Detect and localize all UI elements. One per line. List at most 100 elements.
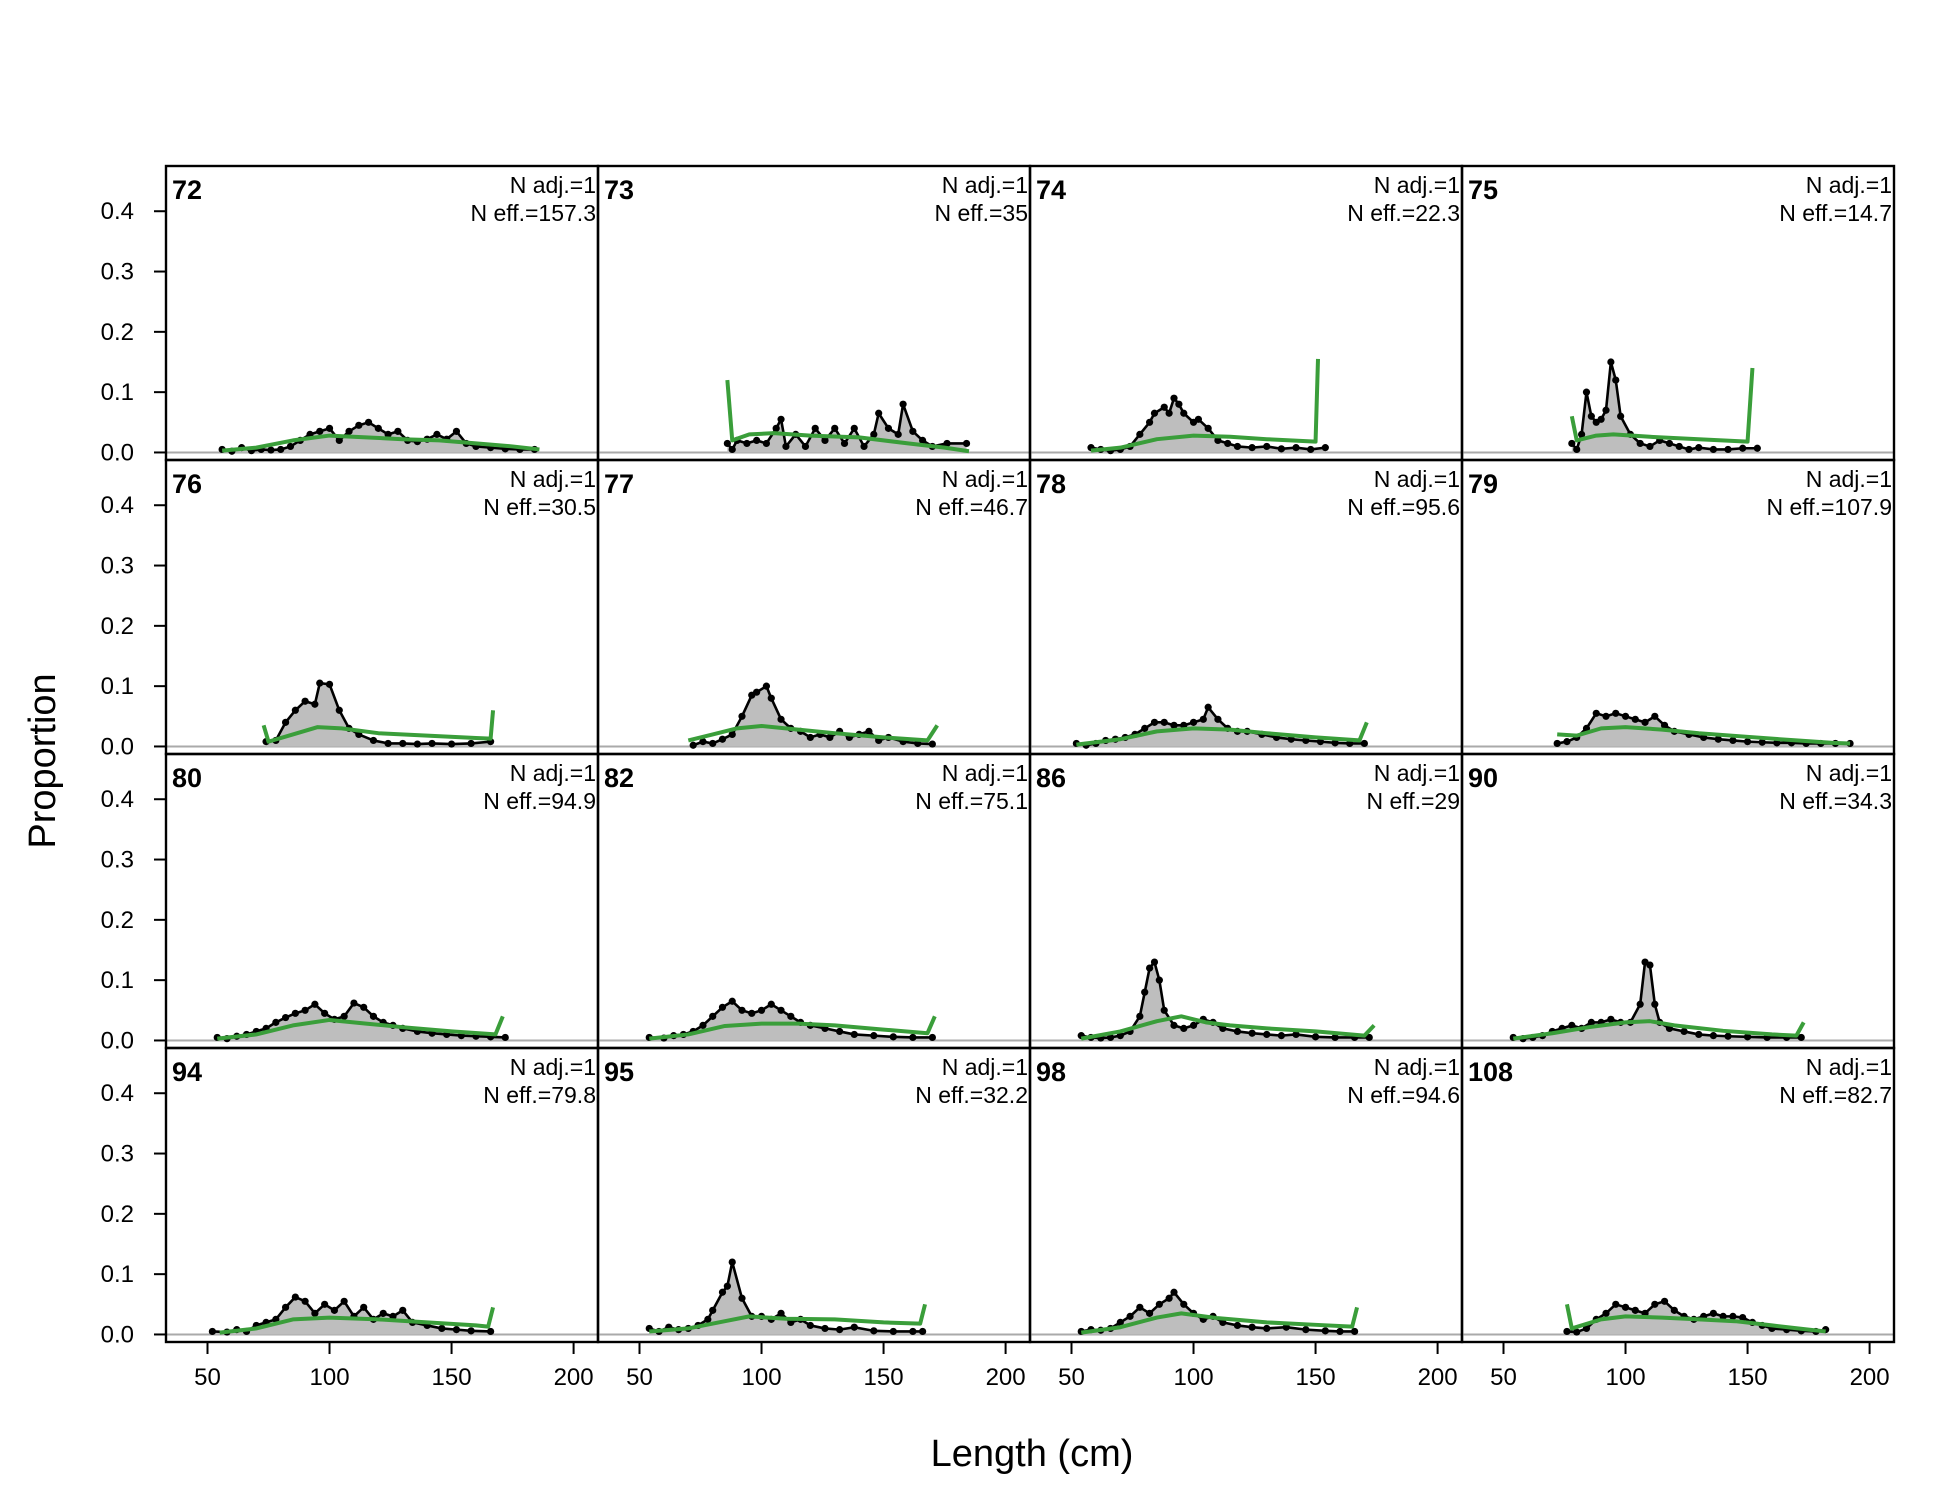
observed-point xyxy=(1160,718,1168,726)
observed-point xyxy=(452,427,461,435)
observed-point xyxy=(1587,1018,1595,1026)
observed-point xyxy=(1675,442,1683,451)
observed-area xyxy=(1081,1292,1355,1335)
observed-point xyxy=(1180,1300,1188,1308)
observed-point xyxy=(1194,415,1203,423)
expected-line xyxy=(649,1015,937,1041)
observed-point xyxy=(928,740,936,748)
observed-point xyxy=(870,1032,878,1040)
n-adj-label: N adj.=1 xyxy=(1806,760,1892,786)
expected-line xyxy=(1080,1014,1376,1041)
observed-point xyxy=(438,1324,446,1333)
panel-label: 77 xyxy=(604,469,634,499)
x-tick-label: 100 xyxy=(742,1364,782,1391)
observed-point xyxy=(1365,1033,1373,1042)
observed-point xyxy=(1587,412,1595,420)
panel-108: 108 N adj.=1N eff.=82.7 xyxy=(1460,1046,1896,1344)
observed-point xyxy=(277,445,285,454)
observed-point xyxy=(467,1327,475,1335)
observed-point xyxy=(316,427,324,435)
observed-point xyxy=(1739,1313,1747,1322)
observed-point xyxy=(1563,1327,1571,1336)
observed-area xyxy=(1513,962,1802,1041)
observed-point xyxy=(501,1033,509,1042)
observed-point xyxy=(1360,739,1368,748)
observed-point xyxy=(1263,1324,1271,1333)
n-eff-label: N eff.=82.7 xyxy=(1779,1082,1892,1108)
n-eff-label: N eff.=157.3 xyxy=(470,200,596,226)
x-tick-label: 50 xyxy=(194,1364,221,1391)
expected-line xyxy=(1564,1303,1826,1334)
observed-point xyxy=(889,1327,897,1336)
observed-area xyxy=(1557,713,1851,747)
y-tick-label: 0.4 xyxy=(101,786,134,813)
observed-point xyxy=(1719,1312,1727,1320)
observed-point xyxy=(1321,444,1329,452)
panel-label: 73 xyxy=(604,175,634,205)
y-tick-label: 0.2 xyxy=(101,319,134,346)
observed-point xyxy=(452,1326,461,1334)
observed-point xyxy=(291,1009,299,1017)
observed-point xyxy=(738,712,746,720)
observed-point xyxy=(777,1309,785,1317)
x-tick-label: 100 xyxy=(1174,1364,1214,1391)
observed-point xyxy=(1106,1033,1115,1042)
panel-75: 75 N adj.=1N eff.=14.7 xyxy=(1460,164,1896,462)
observed-point xyxy=(1263,1030,1271,1039)
observed-point xyxy=(1568,439,1576,448)
y-tick-label: 0.0 xyxy=(101,733,134,760)
observed-point xyxy=(1651,1000,1659,1008)
x-tick-label: 100 xyxy=(310,1364,350,1391)
observed-point xyxy=(1277,1032,1285,1040)
observed-point xyxy=(772,424,780,432)
observed-point xyxy=(1660,721,1669,729)
observed-point xyxy=(1199,715,1207,723)
panel-label: 95 xyxy=(604,1057,634,1087)
observed-point xyxy=(1116,1318,1124,1326)
observed-point xyxy=(1233,442,1242,451)
observed-point xyxy=(1136,1012,1144,1020)
observed-point xyxy=(1292,1030,1300,1039)
observed-point xyxy=(1180,1024,1188,1032)
observed-point xyxy=(1573,445,1581,454)
y-tick-label: 0.1 xyxy=(101,673,134,700)
observed-point xyxy=(1302,1326,1310,1334)
expected-line xyxy=(1080,1306,1359,1335)
observed-point xyxy=(1714,735,1722,743)
observed-point xyxy=(1150,958,1159,966)
observed-point xyxy=(919,1327,927,1336)
observed-point xyxy=(1204,424,1212,432)
observed-point xyxy=(723,439,731,448)
observed-point xyxy=(718,1288,727,1296)
observed-point xyxy=(801,442,810,451)
observed-point xyxy=(1214,715,1222,723)
observed-point xyxy=(399,739,407,748)
panel-79: 79 N adj.=1N eff.=107.9 xyxy=(1460,458,1896,756)
observed-point xyxy=(860,442,868,451)
y-tick-label: 0.3 xyxy=(101,1141,134,1168)
observed-point xyxy=(1729,1312,1737,1320)
observed-point xyxy=(899,400,907,408)
observed-point xyxy=(811,424,819,432)
expected-line xyxy=(1569,367,1755,444)
n-eff-label: N eff.=46.7 xyxy=(915,494,1028,520)
observed-point xyxy=(281,1303,290,1311)
n-adj-label: N adj.=1 xyxy=(942,760,1028,786)
observed-point xyxy=(291,706,299,714)
observed-point xyxy=(738,1294,746,1302)
expected-line xyxy=(1076,721,1369,747)
observed-point xyxy=(1685,445,1693,454)
observed-point xyxy=(1729,736,1737,745)
y-tick-label: 0.4 xyxy=(101,1080,134,1107)
observed-point xyxy=(433,430,441,438)
expected-line xyxy=(649,1303,927,1334)
observed-point xyxy=(1621,1303,1630,1311)
x-tick-label: 50 xyxy=(1490,1364,1517,1391)
observed-point xyxy=(321,1300,329,1308)
observed-point xyxy=(836,1326,844,1334)
observed-point xyxy=(1160,403,1168,411)
y-axis: 0.0 0.1 0.2 0.3 0.4 0.0 0.1 0.2 0.3 0.4 0.0 0.1 0.2 0… xyxy=(101,198,166,1348)
observed-point xyxy=(1568,1021,1576,1029)
n-adj-label: N adj.=1 xyxy=(942,1054,1028,1080)
observed-point xyxy=(1607,1015,1615,1023)
